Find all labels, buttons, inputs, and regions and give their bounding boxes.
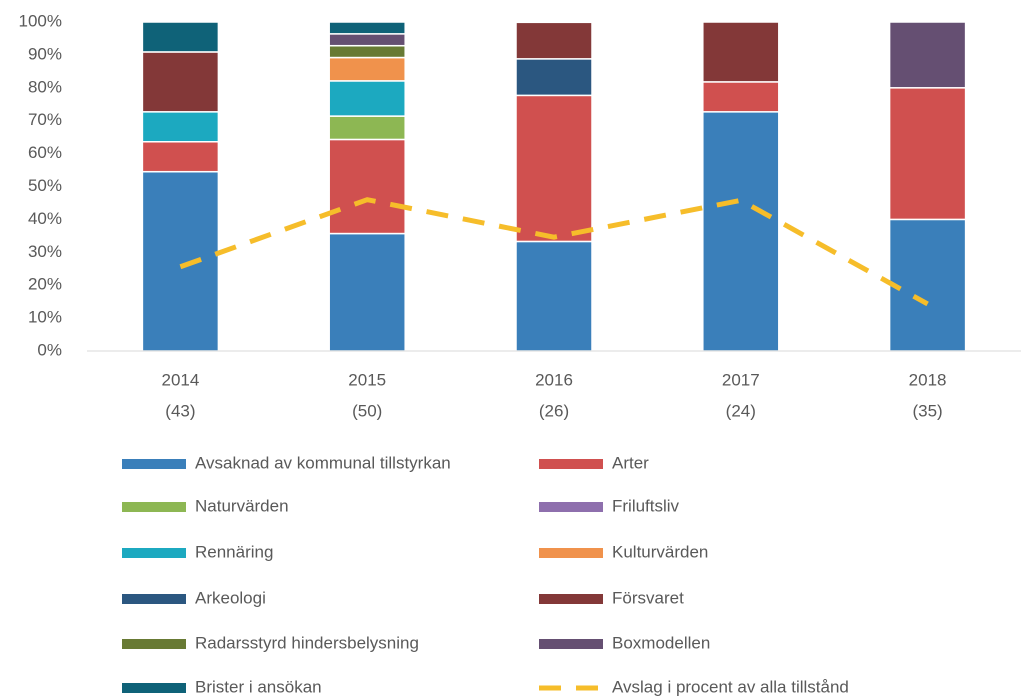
legend-label: Radarsstyrd hindersbelysning: [195, 633, 419, 652]
legend-label: Friluftsliv: [612, 496, 680, 515]
bar-segment: [702, 81, 780, 113]
legend-label: Brister i ansökan: [195, 677, 322, 696]
bar-segment: [328, 56, 406, 82]
bar-segment: [141, 51, 220, 113]
x-tick-label: (50): [352, 401, 382, 420]
legend-swatch: [122, 459, 186, 469]
legend-swatch: [122, 683, 186, 693]
y-tick-label: 60%: [28, 143, 62, 162]
legend-swatch: [122, 639, 186, 649]
x-tick-label: (24): [726, 401, 756, 420]
y-tick-label: 30%: [28, 242, 62, 261]
legend-swatch: [539, 502, 603, 512]
legend-swatch: [539, 639, 603, 649]
legend-swatch: [539, 548, 603, 558]
y-tick-label: 40%: [28, 209, 62, 228]
legend-swatch: [122, 594, 186, 604]
bar-segment: [328, 44, 406, 59]
legend-label: Naturvärden: [195, 496, 289, 515]
legend-label: Rennäring: [195, 542, 273, 561]
bar-segment: [328, 21, 406, 35]
x-tick-label: 2017: [722, 370, 760, 389]
legend-label: Avsaknad av kommunal tillstyrkan: [195, 453, 451, 472]
x-tick-label: 2014: [161, 370, 199, 389]
bar-segment: [888, 218, 967, 352]
line-series: [179, 197, 929, 307]
legend-label: Arkeologi: [195, 588, 266, 607]
bar-segment: [141, 141, 220, 173]
x-tick-label: (26): [539, 401, 569, 420]
y-tick-label: 50%: [28, 176, 62, 195]
bar-segment: [141, 21, 220, 53]
y-tick-label: 20%: [28, 275, 62, 294]
bar-segment: [328, 138, 406, 235]
bar-segment: [328, 115, 406, 141]
y-tick-label: 90%: [28, 44, 62, 63]
y-tick-label: 10%: [28, 308, 62, 327]
legend-swatch: [539, 459, 603, 469]
legend-label: Avslag i procent av alla tillstånd: [612, 677, 849, 696]
legend-label: Arter: [612, 453, 649, 472]
x-tick-label: 2016: [535, 370, 573, 389]
x-tick-label: (43): [165, 401, 195, 420]
bar-segment: [515, 58, 593, 97]
bar-segment: [328, 80, 406, 117]
x-tick-label: 2015: [348, 370, 386, 389]
bar-segment: [702, 21, 780, 83]
legend-label: Kulturvärden: [612, 542, 708, 561]
x-tick-label: (35): [912, 401, 942, 420]
bar-segment: [515, 240, 593, 352]
bar-segment: [515, 94, 593, 243]
legend-label: Försvaret: [612, 588, 684, 607]
bar-segment: [328, 232, 406, 352]
y-tick-label: 80%: [28, 77, 62, 96]
y-tick-label: 70%: [28, 110, 62, 129]
y-tick-label: 0%: [37, 340, 62, 359]
bar-segment: [888, 21, 967, 89]
bar-segment: [141, 111, 220, 143]
bar-segment: [888, 87, 967, 221]
legend-swatch: [122, 502, 186, 512]
legend-swatch: [122, 548, 186, 558]
x-tick-label: 2018: [909, 370, 947, 389]
bar-segment: [702, 111, 780, 352]
y-tick-label: 100%: [19, 11, 62, 30]
bar-segment: [141, 170, 220, 352]
legend-swatch: [539, 594, 603, 604]
bar-segment: [328, 33, 406, 47]
legend-label: Boxmodellen: [612, 633, 710, 652]
bar-segment: [515, 21, 593, 60]
